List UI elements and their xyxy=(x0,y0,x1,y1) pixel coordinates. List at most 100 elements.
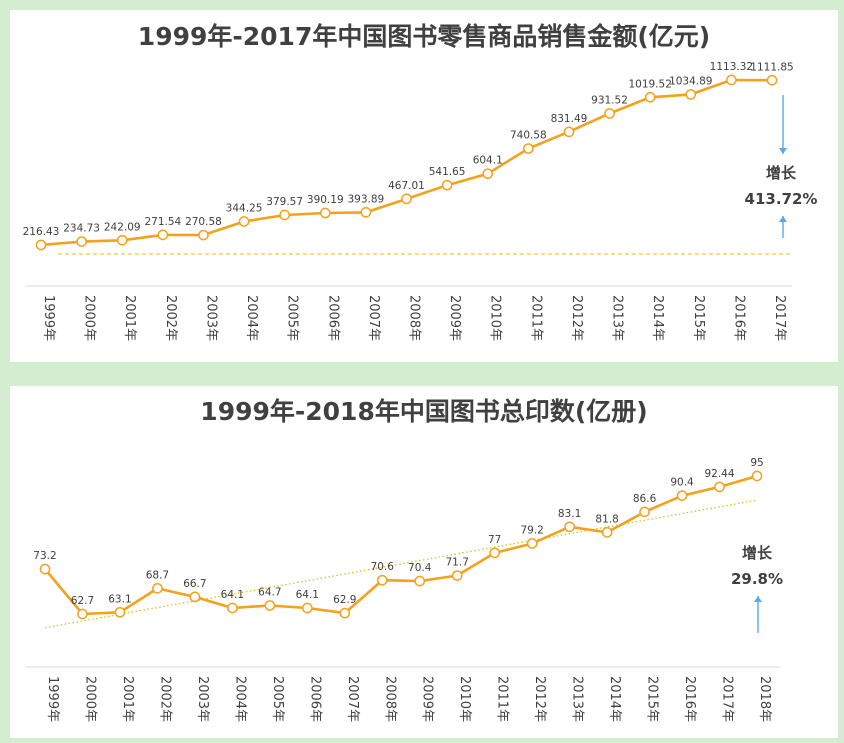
data-point xyxy=(152,583,163,594)
data-label: 344.25 xyxy=(226,202,263,214)
x-tick-label: 2012年 xyxy=(532,676,547,722)
data-label: 831.49 xyxy=(551,113,588,125)
x-tick-label: 2001年 xyxy=(122,295,137,341)
growth-label: 增长 xyxy=(766,164,797,182)
data-label: 70.6 xyxy=(371,561,395,573)
down-arrow-head xyxy=(779,148,787,154)
data-label: 90.4 xyxy=(670,477,694,489)
data-label: 393.89 xyxy=(348,193,385,205)
data-label: 62.7 xyxy=(71,595,94,607)
chart-panel-prints: 1999年-2018年中国图书总印数(亿册) 73.2 62.7 63.1 68.7 66… xyxy=(10,386,838,738)
data-point xyxy=(35,239,47,251)
x-tick-label: 2006年 xyxy=(307,676,322,722)
x-tick-label: 2013年 xyxy=(570,676,585,722)
data-label: 86.6 xyxy=(633,493,657,505)
data-label: 216.43 xyxy=(23,226,60,238)
data-point xyxy=(376,574,388,586)
data-label: 81.8 xyxy=(595,513,618,525)
data-point xyxy=(489,547,501,559)
x-tick-label: 2012年 xyxy=(569,295,584,341)
data-point xyxy=(227,602,238,614)
x-tick-label: 2009年 xyxy=(420,676,435,722)
x-tick-label: 2016年 xyxy=(682,676,697,722)
data-point xyxy=(401,193,412,205)
x-tick-label: 2016年 xyxy=(731,295,746,341)
data-point xyxy=(526,538,538,549)
data-point xyxy=(189,591,201,603)
data-label: 70.4 xyxy=(408,562,432,574)
data-label: 242.09 xyxy=(104,221,141,233)
data-point xyxy=(766,74,778,86)
data-label: 931.52 xyxy=(591,94,628,106)
data-point xyxy=(116,234,128,246)
data-label: 63.1 xyxy=(108,593,131,605)
data-point xyxy=(77,608,88,620)
x-tick-label: 2013年 xyxy=(610,295,625,341)
data-point xyxy=(279,209,291,221)
data-point xyxy=(157,229,169,241)
x-tick-label: 2000年 xyxy=(82,295,97,341)
data-point xyxy=(339,607,351,619)
chart-panel-sales: 1999年-2017年中国图书零售商品销售金额(亿元) 216.43 234.73 2… xyxy=(10,10,838,362)
trendline xyxy=(44,499,758,629)
data-point xyxy=(563,126,575,138)
x-tick-label: 1999年 xyxy=(41,295,56,341)
data-label: 64.7 xyxy=(258,586,281,598)
x-tick-label: 1999年 xyxy=(45,676,60,722)
growth-label: 增长 xyxy=(742,544,773,562)
data-point xyxy=(414,575,426,587)
data-point xyxy=(319,207,331,219)
x-tick-label: 2015年 xyxy=(691,295,706,341)
data-label: 64.1 xyxy=(296,589,319,601)
data-label: 66.7 xyxy=(183,578,206,590)
sales-chart: 1999年-2017年中国图书零售商品销售金额(亿元) 216.43 234.73 2… xyxy=(23,22,818,341)
data-point xyxy=(676,490,688,502)
x-tick-label: 2017年 xyxy=(720,676,735,722)
data-label: 1113.32 xyxy=(710,61,753,73)
data-point xyxy=(685,89,697,100)
data-label: 541.65 xyxy=(429,166,466,178)
data-label: 73.2 xyxy=(33,550,56,562)
data-point xyxy=(639,506,650,518)
x-tick-label: 2004年 xyxy=(244,295,259,341)
x-tick-label: 2018年 xyxy=(757,676,772,722)
data-point xyxy=(644,91,656,103)
x-tick-label: 2006年 xyxy=(325,295,340,341)
data-point xyxy=(604,108,615,119)
data-label: 1111.85 xyxy=(750,61,793,73)
data-label: 234.73 xyxy=(63,223,100,235)
x-tick-label: 2007年 xyxy=(366,295,381,341)
growth-value: 413.72% xyxy=(745,190,818,208)
data-label: 71.7 xyxy=(446,557,469,569)
data-point xyxy=(751,470,763,482)
data-label: 1019.52 xyxy=(628,78,671,90)
data-label: 1034.89 xyxy=(669,75,712,87)
chart-title: 1999年-2017年中国图书零售商品销售金额(亿元) xyxy=(138,22,710,51)
data-point xyxy=(726,74,737,86)
data-point xyxy=(601,527,613,538)
x-tick-label: 2011年 xyxy=(495,676,510,722)
data-label: 467.01 xyxy=(388,180,425,192)
data-label: 271.54 xyxy=(144,216,181,228)
data-point xyxy=(714,481,725,493)
x-tick-label: 2009年 xyxy=(447,295,462,341)
prints-chart: 1999年-2018年中国图书总印数(亿册) 73.2 62.7 63.1 68.7 66… xyxy=(25,397,783,722)
growth-value: 29.8% xyxy=(731,570,783,588)
x-tick-label: 2010年 xyxy=(457,676,472,722)
x-tick-label: 2005年 xyxy=(285,295,300,341)
data-point xyxy=(264,600,276,611)
x-tick-label: 2003年 xyxy=(195,676,210,722)
x-tick-label: 2014年 xyxy=(607,676,622,722)
x-tick-label: 2008年 xyxy=(382,676,397,722)
data-label: 77 xyxy=(488,534,501,546)
x-tick-label: 2001年 xyxy=(120,676,135,722)
x-tick-label: 2007年 xyxy=(345,676,360,722)
x-tick-label: 2004年 xyxy=(232,676,247,722)
data-label: 68.7 xyxy=(146,569,169,581)
data-point xyxy=(441,179,453,191)
data-point xyxy=(564,521,575,533)
data-label: 740.58 xyxy=(510,130,547,142)
data-label: 92.44 xyxy=(704,468,734,480)
data-label: 62.9 xyxy=(333,594,356,606)
data-label: 270.58 xyxy=(185,216,222,228)
